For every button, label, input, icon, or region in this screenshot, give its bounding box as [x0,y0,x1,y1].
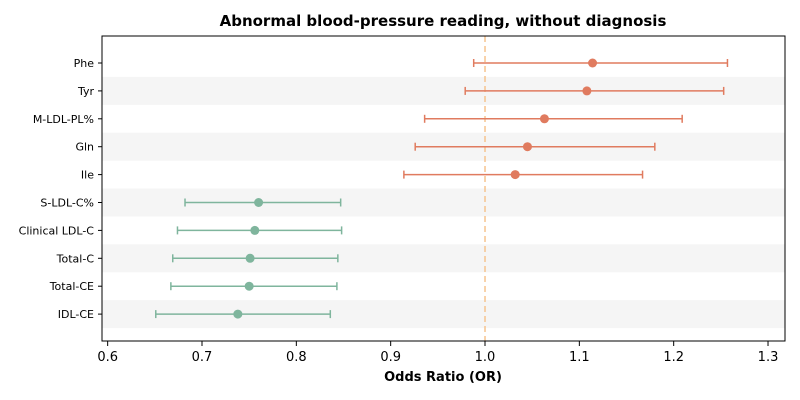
x-axis: 0.6 0.7 0.8 0.9 1.0 1.1 1.2 1.3 [97,341,778,365]
x-tick-label: 1.0 [475,350,496,365]
point-estimate [245,253,255,263]
y-axis-labels: Phe Tyr M-LDL-PL% Gln Ile S-LDL-C% Clinical LD… [19,57,102,321]
y-tick-label: IDL-CE [58,308,94,321]
y-tick-label: Phe [74,57,95,70]
point-estimate [522,142,532,152]
x-tick-label: 0.9 [380,350,401,365]
point-estimate [233,309,243,319]
x-tick-label: 0.6 [97,350,118,365]
y-tick-label: Total-CE [49,280,94,293]
point-estimate [588,58,598,68]
y-tick-label: Ile [81,169,94,182]
point-estimate [582,86,592,96]
point-estimate [510,170,520,180]
x-axis-label: Odds Ratio (OR) [384,370,502,385]
x-tick-label: 0.7 [192,350,213,365]
x-tick-label: 1.2 [663,350,684,365]
y-tick-label: Gln [75,141,94,154]
x-tick-label: 0.8 [286,350,307,365]
point-estimate [539,114,549,124]
x-tick-label: 1.3 [758,350,779,365]
chart-title: Abnormal blood-pressure reading, without… [220,12,667,30]
plot-frame [101,35,786,342]
y-tick-label: S-LDL-C% [40,197,94,210]
point-estimate [244,281,254,291]
data-marks [155,58,729,319]
y-tick-label: Tyr [77,85,95,98]
y-tick-label: Clinical LDL-C [19,224,95,237]
y-tick-label: Total-C [56,252,95,265]
point-estimate [250,225,260,235]
y-tick-label: M-LDL-PL% [33,113,94,126]
point-estimate [254,198,264,207]
x-tick-label: 1.1 [569,350,590,365]
